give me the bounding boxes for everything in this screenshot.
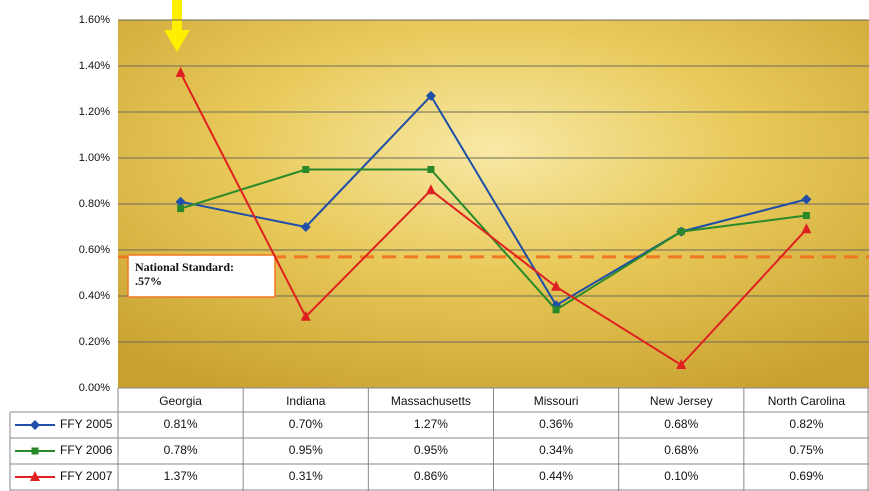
table-cell: 1.27% [414,417,448,431]
y-tick-label: 0.60% [79,244,110,256]
y-tick-label: 1.60% [79,14,110,26]
table-cell: 0.78% [164,443,198,457]
marker [175,196,186,207]
annotation-text: National Standard: [135,260,234,274]
marker [302,166,310,173]
marker [175,66,186,77]
marker [31,447,39,455]
series-line [180,94,807,307]
y-tick-label: 0.20% [79,336,110,348]
table-cell: 0.95% [289,443,323,457]
marker [802,212,810,219]
x-tick-label: New Jersey [650,394,713,408]
marker [425,184,436,195]
marker [30,471,40,481]
table-cell: 0.69% [789,469,823,483]
table-cell: 0.36% [539,417,573,431]
table-cell: 0.31% [289,469,323,483]
y-tick-label: 0.00% [79,382,110,394]
table-cell: 0.68% [664,417,698,431]
table-cell: 0.44% [539,469,573,483]
x-tick-label: Massachusetts [391,394,471,408]
x-tick-label: Indiana [286,394,326,408]
table-cell: 0.75% [789,443,823,457]
marker [677,228,685,236]
x-tick-label: Missouri [534,394,579,408]
series-line [179,72,808,367]
annotation-box [127,254,276,298]
x-tick-label: North Carolina [768,394,846,408]
marker [552,306,560,314]
marker [427,166,435,173]
y-tick-label: 1.20% [79,106,110,118]
table-cell: 0.86% [414,469,448,483]
y-tick-label: 0.40% [79,290,110,302]
table-cell: 0.82% [789,417,823,431]
marker [300,310,311,321]
table-cell: 0.70% [289,417,323,431]
legend-label: FFY 2006 [60,443,113,457]
table-cell: 0.95% [414,443,448,457]
marker [801,223,812,234]
legend-label: FFY 2007 [60,469,113,483]
table-cell: 0.68% [664,443,698,457]
marker [300,222,311,232]
y-tick-label: 1.00% [79,152,110,164]
table-cell: 0.81% [164,417,198,431]
annotation-text: .57% [135,274,162,288]
marker [177,205,185,213]
x-tick-label: Georgia [159,394,202,408]
marker [551,280,562,291]
table-cell: 0.34% [539,443,573,457]
marker [676,359,687,369]
table-cell: 1.37% [164,469,198,483]
highlight-arrow [164,0,190,52]
y-tick-label: 1.40% [79,60,110,72]
marker [30,420,40,430]
legend-label: FFY 2005 [60,417,113,431]
marker [801,194,812,205]
y-tick-label: 0.80% [79,198,110,210]
table-cell: 0.10% [664,469,698,483]
marker [425,90,436,101]
